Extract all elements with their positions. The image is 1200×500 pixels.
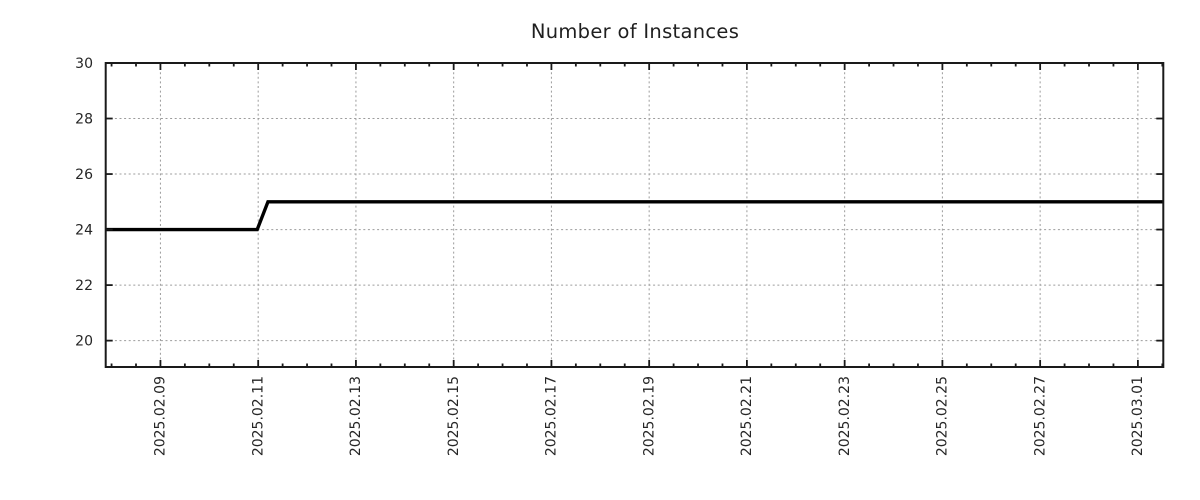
x-tick-label: 2025.02.15 [446, 376, 462, 456]
chart-title: Number of Instances [530, 20, 740, 43]
x-tick-label: 2025.02.21 [739, 376, 755, 456]
y-tick-label: 22 [75, 278, 93, 294]
instances-line [105, 200, 1164, 232]
y-tick-label: 24 [75, 223, 93, 239]
y-tick-label: 26 [75, 167, 93, 183]
x-tick-label: 2025.02.23 [837, 376, 853, 456]
y-tick-label: 30 [75, 56, 93, 72]
x-tick-label: 2025.03.01 [1130, 376, 1146, 456]
x-tick-label: 2025.02.13 [348, 376, 364, 456]
x-tick-label: 2025.02.25 [935, 376, 951, 456]
y-tick-label: 28 [75, 112, 93, 128]
x-tick-label: 2025.02.19 [641, 376, 657, 456]
x-tick-label: 2025.02.09 [153, 376, 169, 456]
plot-border [104, 62, 1165, 368]
x-tick-label: 2025.02.27 [1032, 376, 1048, 456]
x-tick-label: 2025.02.17 [544, 376, 560, 456]
y-tick-label: 20 [75, 334, 93, 350]
x-tick-label: 2025.02.11 [250, 376, 266, 456]
